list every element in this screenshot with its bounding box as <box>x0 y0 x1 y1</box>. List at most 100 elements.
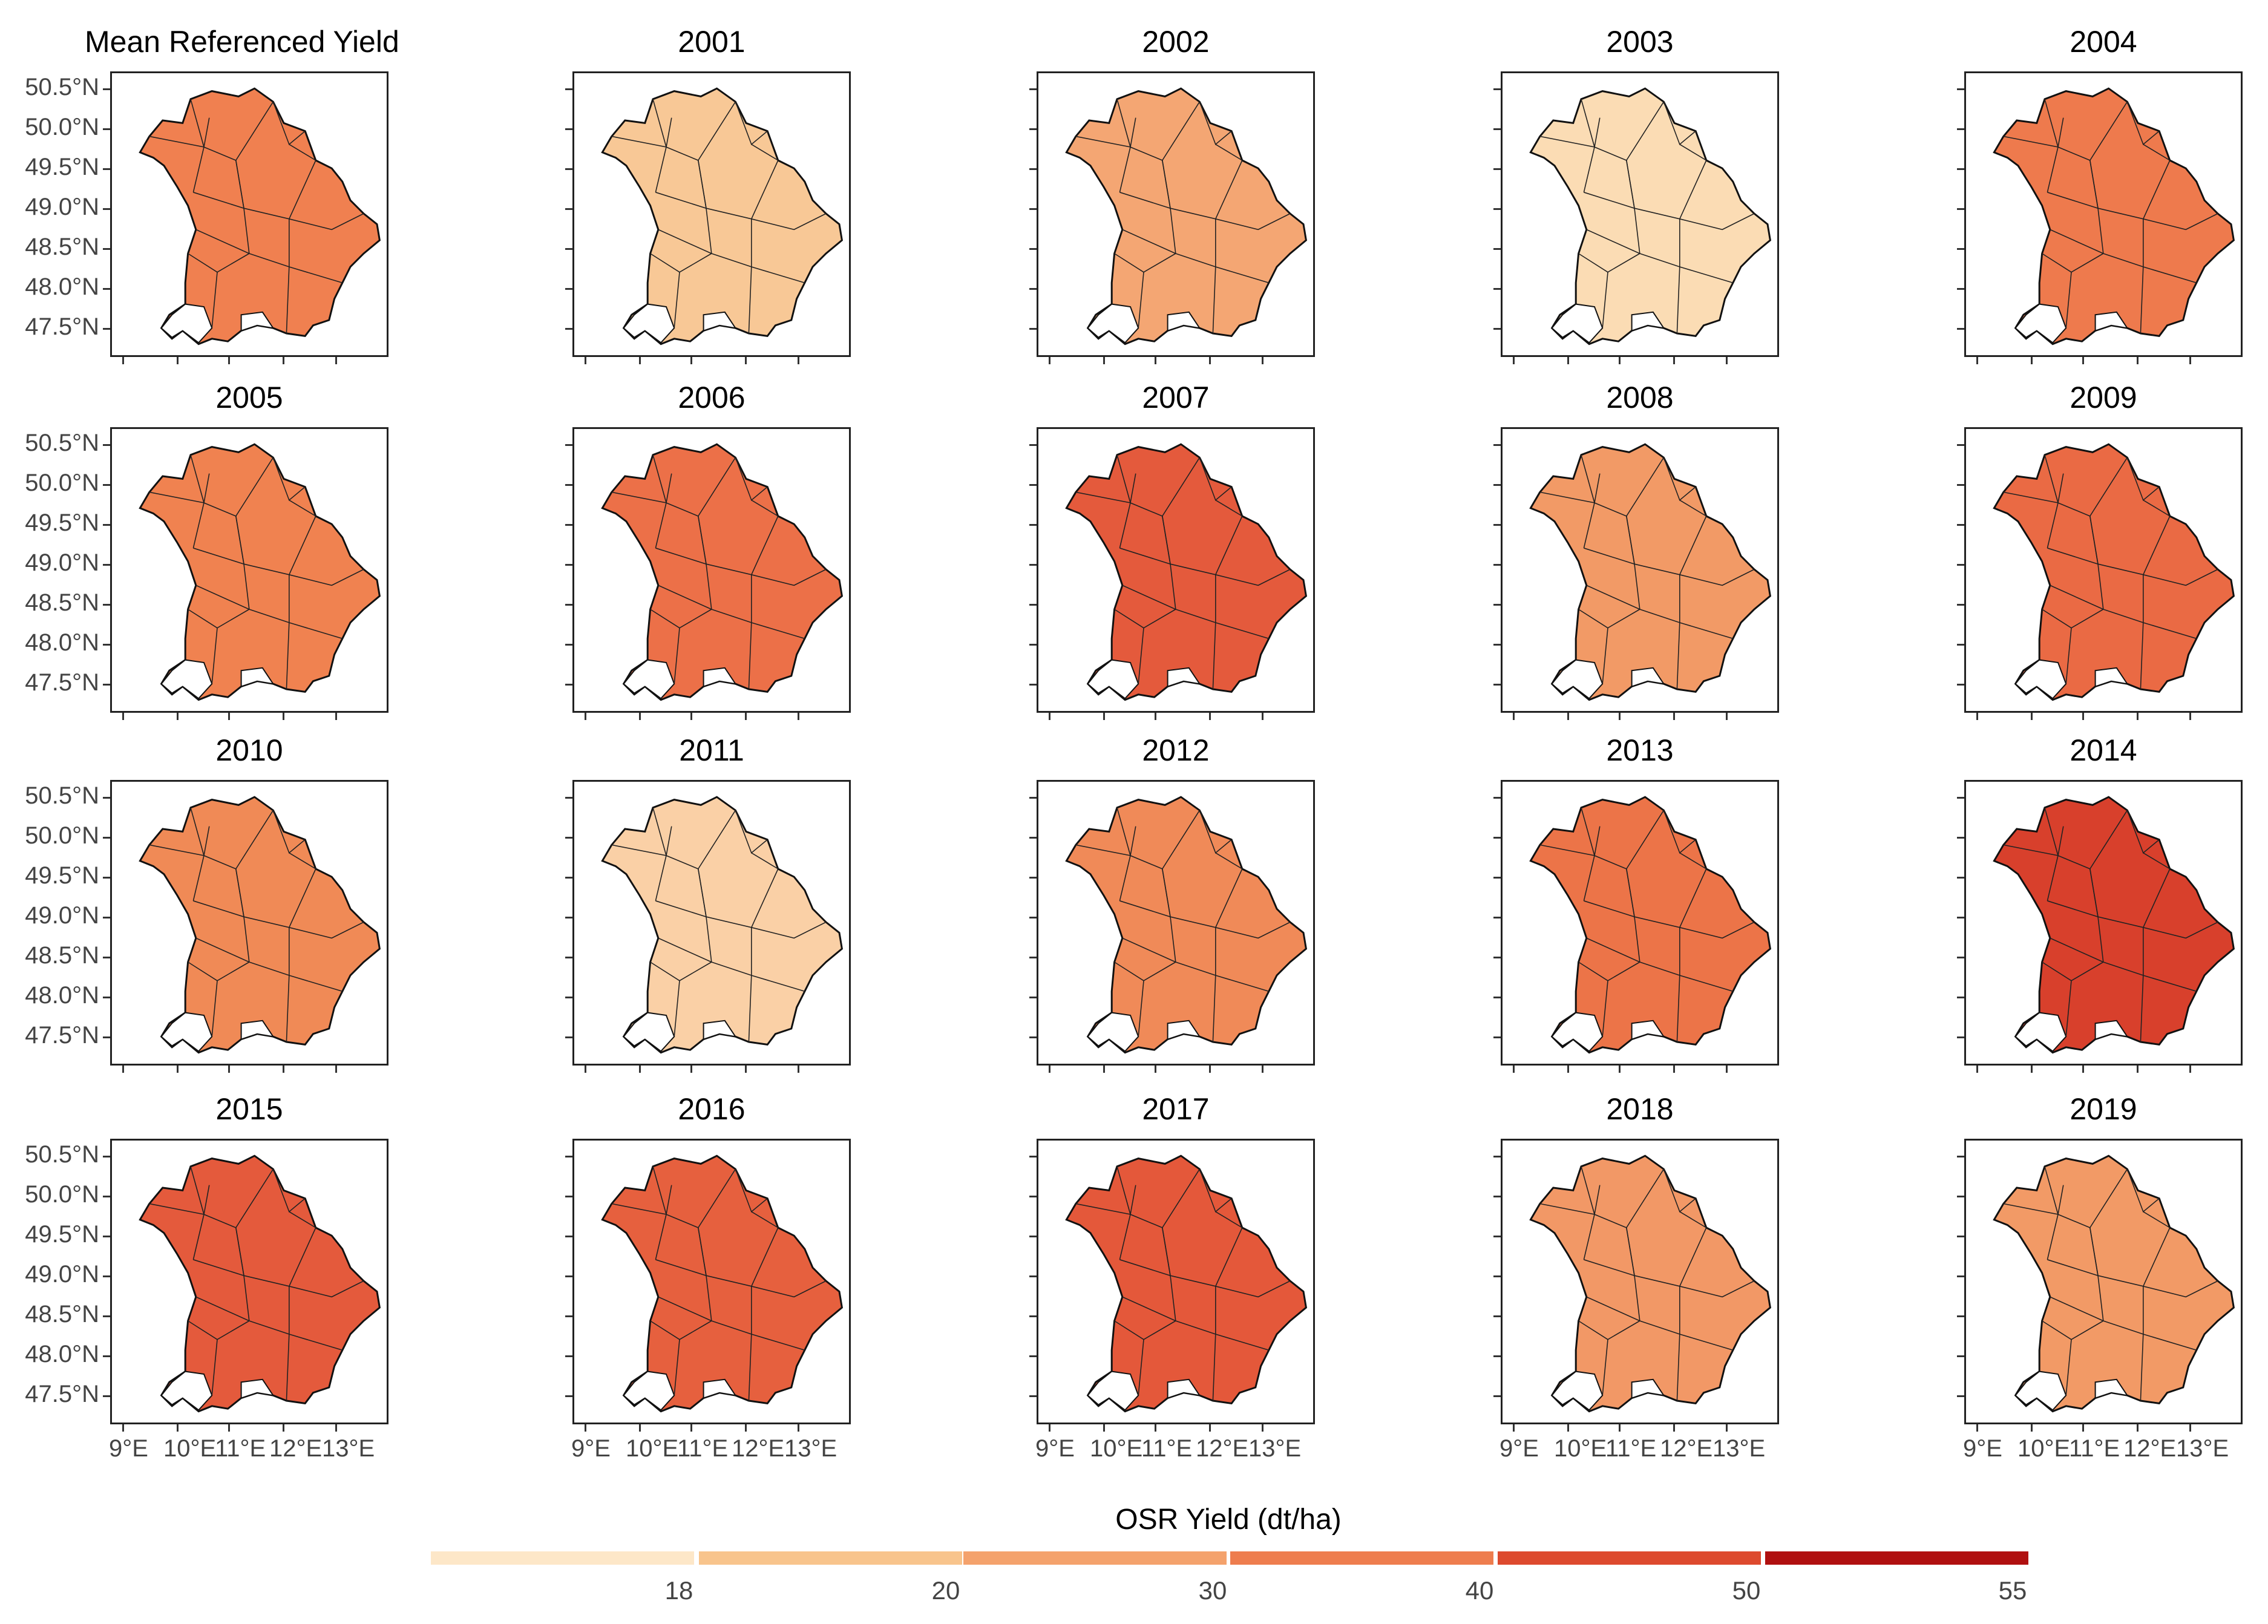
x-tick-mark <box>1155 713 1156 720</box>
district-border <box>2050 1296 2104 1321</box>
legend-label: 18 <box>664 1576 693 1605</box>
x-tick-mark <box>1673 713 1675 720</box>
y-tick-mark <box>1029 248 1037 250</box>
x-tick-mark <box>122 357 124 364</box>
district-border <box>2143 499 2171 517</box>
district-border <box>1162 516 1171 565</box>
district-border <box>1679 569 1755 586</box>
panel-title: 2007 <box>1142 381 1210 414</box>
x-tick-mark <box>1513 357 1515 364</box>
no-data-district <box>623 659 675 699</box>
district-border <box>2143 922 2218 939</box>
panel-title: 2011 <box>679 733 744 767</box>
district-border <box>1586 584 1640 610</box>
no-data-district <box>1087 1012 1139 1052</box>
no-data-district <box>1551 1012 1604 1052</box>
x-tick-mark <box>1049 713 1050 720</box>
district-border <box>1679 852 1707 869</box>
district-border <box>190 807 274 869</box>
y-tick-mark <box>1493 524 1501 526</box>
y-tick-mark <box>1493 328 1501 330</box>
district-border <box>2071 609 2104 629</box>
x-tick-label: 9°E <box>1499 1435 1539 1462</box>
district-border <box>1116 807 1201 869</box>
y-tick-mark <box>1957 1275 1964 1277</box>
x-tick-mark <box>1513 1424 1515 1432</box>
bavaria-map <box>1529 443 1772 701</box>
y-tick-label: 48.5°N <box>25 942 99 969</box>
region-shape <box>601 443 844 701</box>
map-panel <box>110 427 388 713</box>
x-tick-mark <box>1567 713 1569 720</box>
no-data-district <box>2094 311 2129 332</box>
district-border <box>203 117 210 148</box>
y-tick-mark <box>1493 684 1501 686</box>
district-border <box>1626 516 1635 565</box>
x-tick-label: 12°E <box>1660 1435 1713 1462</box>
y-tick-mark <box>1029 1275 1037 1277</box>
district-border <box>235 1227 244 1276</box>
district-border <box>2089 868 2099 917</box>
x-tick-mark <box>1103 357 1105 364</box>
panel-title: 2017 <box>1142 1092 1210 1126</box>
district-border <box>751 499 779 517</box>
district-border <box>286 218 290 334</box>
district-border <box>652 454 736 517</box>
district-border <box>1586 937 1640 963</box>
x-tick-mark <box>228 713 230 720</box>
y-tick-label: 50.0°N <box>25 114 99 140</box>
x-tick-mark <box>1726 1424 1728 1432</box>
x-tick-mark <box>745 357 747 364</box>
panel-title: 2013 <box>1606 733 1674 767</box>
district-border <box>2089 516 2099 565</box>
district-border <box>286 927 290 1043</box>
x-tick-mark <box>2189 1424 2191 1432</box>
district-border <box>1122 584 1176 610</box>
y-tick-mark <box>1029 1395 1037 1397</box>
y-tick-mark <box>1029 1196 1037 1197</box>
district-border <box>1212 218 1216 334</box>
y-tick-mark <box>1029 484 1037 486</box>
district-border <box>289 922 364 939</box>
x-tick-label: 11°E <box>2069 1435 2120 1462</box>
district-border <box>2143 143 2171 161</box>
y-tick-mark <box>103 797 110 799</box>
y-tick-mark <box>103 1036 110 1038</box>
district-border <box>1215 852 1243 869</box>
district-border <box>698 160 707 209</box>
y-tick-mark <box>1493 128 1501 130</box>
y-tick-mark <box>565 1196 572 1197</box>
y-tick-mark <box>1493 797 1501 799</box>
x-tick-mark <box>2137 713 2139 720</box>
y-tick-mark <box>1029 524 1037 526</box>
y-tick-mark <box>1029 684 1037 686</box>
y-tick-mark <box>1029 128 1037 130</box>
x-tick-mark <box>335 1424 337 1432</box>
panel-title: 2010 <box>215 733 283 767</box>
x-tick-mark <box>1976 1424 1978 1432</box>
map-panel <box>1501 427 1779 713</box>
district-border <box>1578 961 1608 1037</box>
district-border <box>2042 609 2072 684</box>
district-border <box>235 160 244 209</box>
bavaria-map <box>1993 796 2235 1054</box>
y-tick-label: 48.0°N <box>25 982 99 1009</box>
map-panel <box>1037 71 1315 357</box>
x-tick-mark <box>1262 1424 1263 1432</box>
district-border <box>272 810 306 854</box>
district-border <box>286 1286 290 1401</box>
no-data-district <box>160 659 213 699</box>
y-tick-mark <box>1957 997 1964 998</box>
x-tick-mark <box>639 713 641 720</box>
legend-label: 20 <box>931 1576 960 1605</box>
district-border <box>2140 218 2144 334</box>
bavaria-map <box>1529 796 1772 1054</box>
district-border <box>188 1320 218 1396</box>
y-tick-mark <box>1493 1275 1501 1277</box>
map-panel <box>1501 780 1779 1066</box>
district-border <box>1215 569 1291 586</box>
x-tick-mark <box>1155 1424 1156 1432</box>
x-tick-label: 12°E <box>1196 1435 1249 1462</box>
district-border <box>751 1280 827 1298</box>
x-tick-mark <box>335 357 337 364</box>
